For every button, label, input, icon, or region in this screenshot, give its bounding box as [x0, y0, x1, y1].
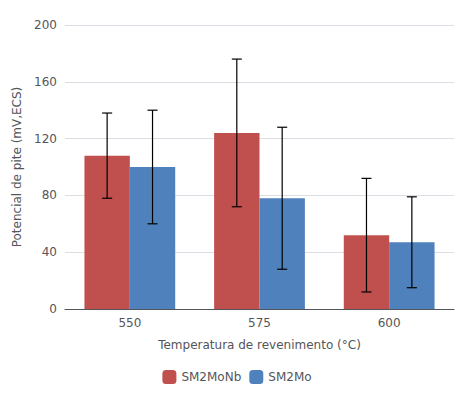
svg-text:200: 200: [34, 18, 57, 32]
svg-text:600: 600: [378, 316, 401, 330]
svg-text:80: 80: [42, 188, 57, 202]
svg-text:40: 40: [42, 245, 57, 259]
svg-text:575: 575: [248, 316, 271, 330]
svg-text:SM2Mo: SM2Mo: [268, 370, 311, 384]
svg-text:550: 550: [118, 316, 141, 330]
svg-text:0: 0: [49, 302, 57, 316]
svg-text:SM2MoNb: SM2MoNb: [181, 370, 241, 384]
svg-text:160: 160: [34, 75, 57, 89]
svg-text:120: 120: [34, 132, 57, 146]
svg-text:Temperatura de revenimento (°C: Temperatura de revenimento (°C): [157, 338, 361, 352]
svg-text:Potencial de pite (mV,ECS): Potencial de pite (mV,ECS): [10, 87, 24, 248]
